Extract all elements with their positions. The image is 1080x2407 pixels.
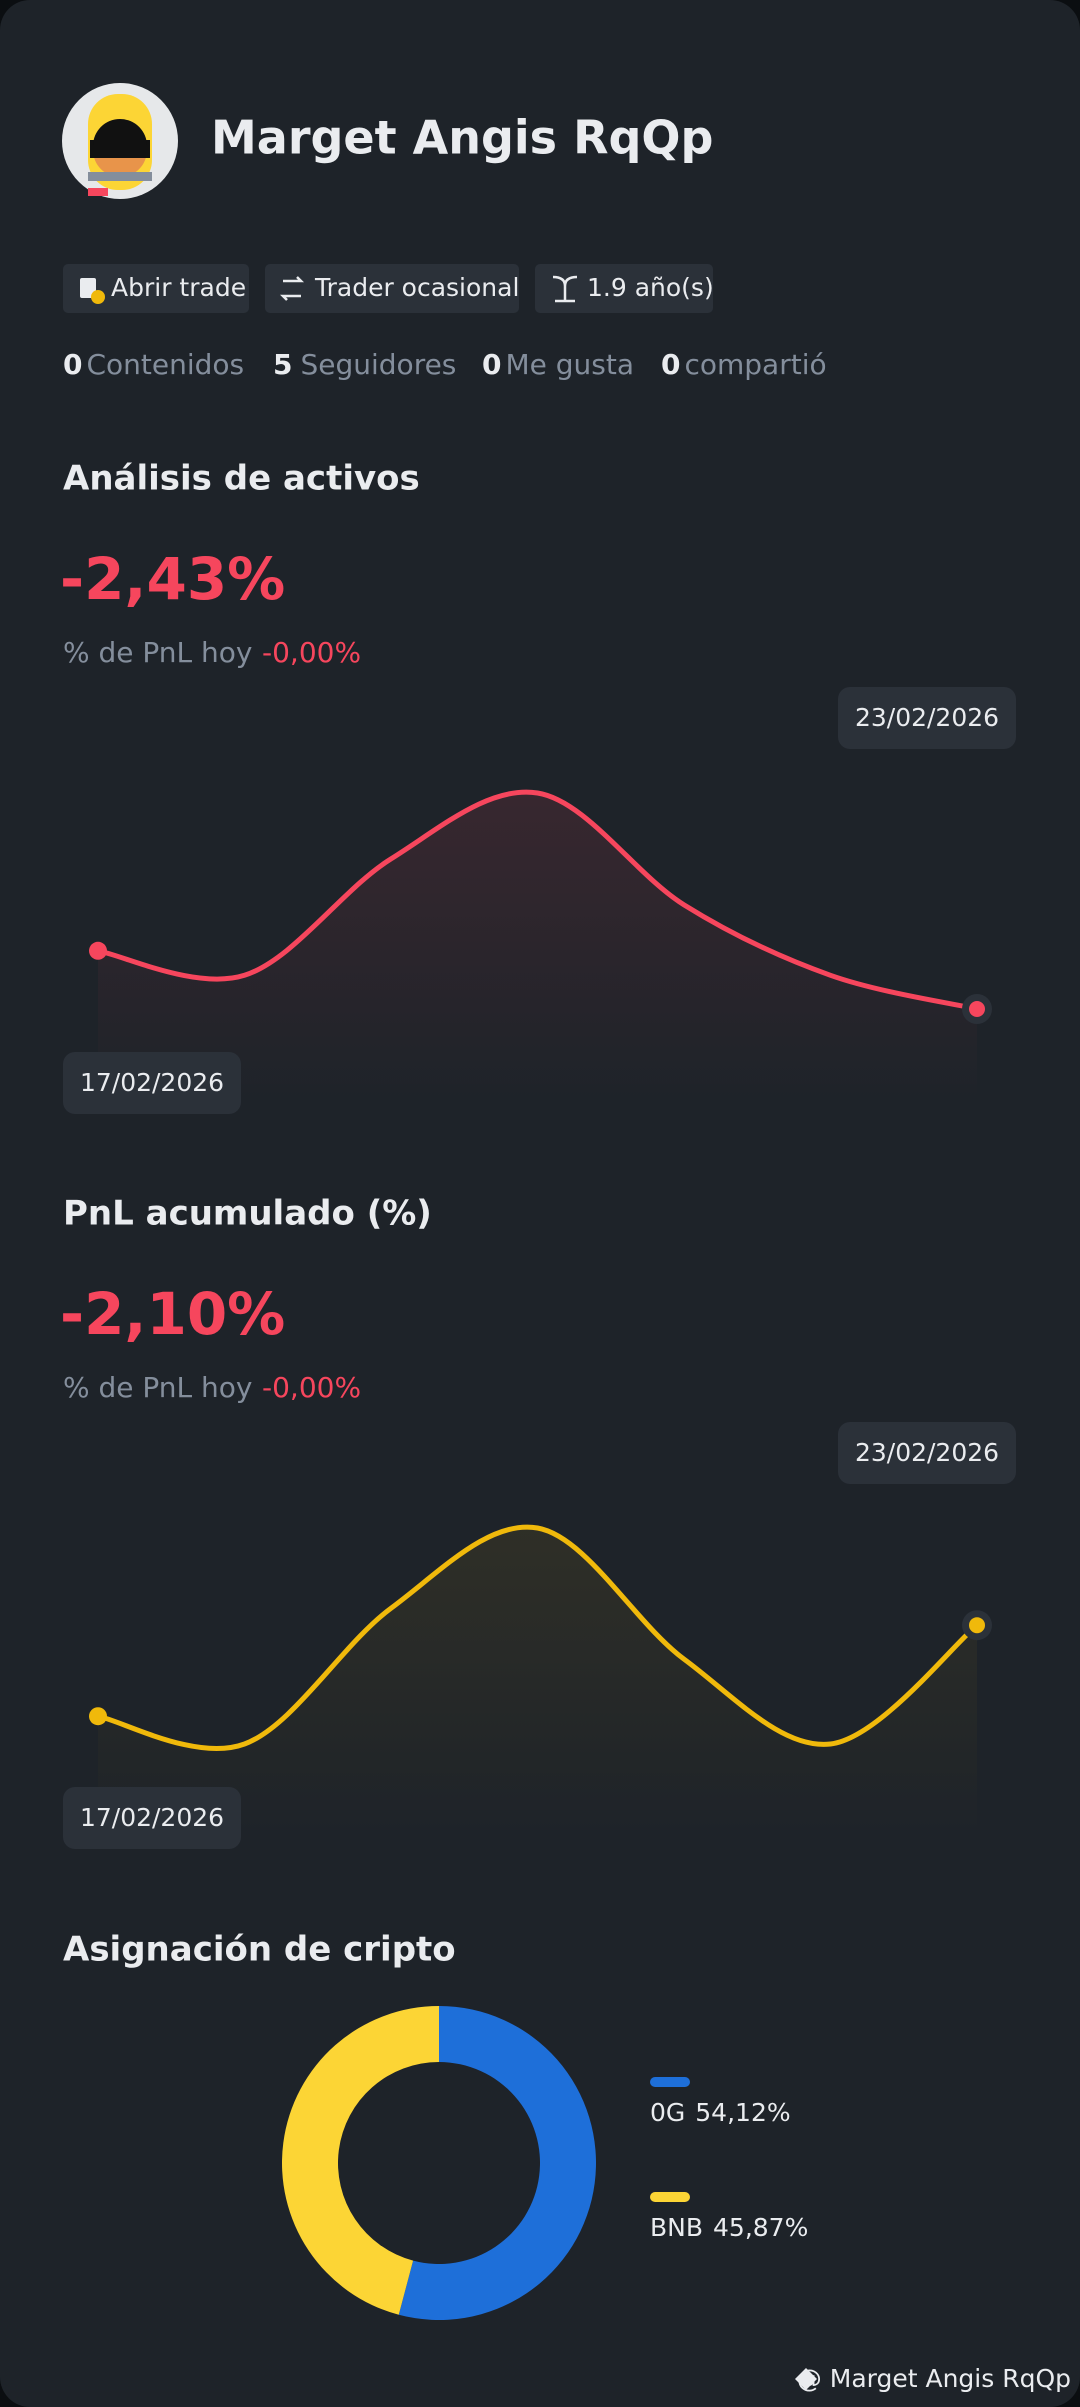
stat-label: Seguidores: [300, 348, 456, 381]
donut-segment: [281, 2006, 439, 2315]
stat-value: 0: [482, 348, 501, 381]
legend-entry: BNB 45,87%: [650, 2213, 808, 2242]
stat-value: 0: [63, 348, 82, 381]
headline-value: -2,43%: [60, 545, 285, 613]
pnl-today: % de PnL hoy -0,00%: [63, 1371, 361, 1404]
pnl-today-value: -0,00%: [262, 1371, 361, 1404]
stat: 0 Contenidos: [63, 348, 244, 381]
section-title: Análisis de activos: [63, 459, 420, 499]
section-title: Asignación de cripto: [63, 1930, 456, 1970]
legend-swatch: [650, 2077, 690, 2087]
legend-name: 0G: [650, 2098, 685, 2127]
tag: Abrir trade: [63, 264, 249, 313]
end-point: [969, 1001, 985, 1017]
legend-entry: 0G 54,12%: [650, 2098, 791, 2127]
end-point: [969, 1617, 985, 1634]
section-title: PnL acumulado (%): [63, 1194, 432, 1234]
stat-value: 0: [661, 348, 680, 381]
tag: 1.9 año(s): [535, 264, 714, 313]
profile-name: Marget Angis RqQp: [211, 111, 713, 165]
tag-label: Trader ocasional: [314, 273, 519, 302]
date-badge: [63, 1052, 241, 1114]
tag-label: 1.9 año(s): [587, 273, 714, 302]
stat: 0 compartió: [661, 348, 827, 381]
pnl-today-label: % de PnL hoy: [63, 636, 252, 669]
start-point: [89, 941, 107, 960]
date-badge: [63, 1787, 241, 1849]
date-badge: [838, 687, 1016, 749]
pnl-today: % de PnL hoy -0,00%: [63, 636, 361, 669]
date-label: 17/02/2026: [80, 1803, 224, 1832]
pnl-today-value: -0,00%: [262, 636, 361, 669]
tag-label: Abrir trade: [111, 273, 246, 302]
date-label: 23/02/2026: [855, 703, 999, 732]
avatar: [62, 83, 178, 199]
headline-value: -2,10%: [60, 1280, 285, 1348]
stat: 5 Seguidores: [273, 348, 456, 381]
date-label: 23/02/2026: [855, 1438, 999, 1467]
area: [98, 792, 977, 1101]
start-point: [89, 1707, 107, 1726]
pnl-today-label: % de PnL hoy: [63, 1371, 252, 1404]
date-badge: [838, 1422, 1016, 1484]
legend-swatch: [650, 2192, 690, 2202]
stat-value: 5: [273, 348, 292, 381]
donut-segment: [398, 2006, 596, 2320]
line: [97, 1524, 979, 1751]
footer: @ Marget Angis RqQp: [797, 2364, 1071, 2393]
stat-label: Me gusta: [505, 348, 634, 381]
stat-label: Contenidos: [86, 348, 244, 381]
legend-value: 45,87%: [713, 2213, 808, 2242]
stat: 0 Me gusta: [482, 348, 634, 381]
line: [97, 789, 978, 1012]
legend-name: BNB: [650, 2213, 703, 2242]
tag: Trader ocasional: [265, 264, 519, 313]
logo: [795, 2368, 817, 2390]
legend-value: 54,12%: [695, 2098, 790, 2127]
date-label: 17/02/2026: [80, 1068, 224, 1097]
stat-label: compartió: [684, 348, 826, 381]
area: [98, 1527, 977, 1836]
